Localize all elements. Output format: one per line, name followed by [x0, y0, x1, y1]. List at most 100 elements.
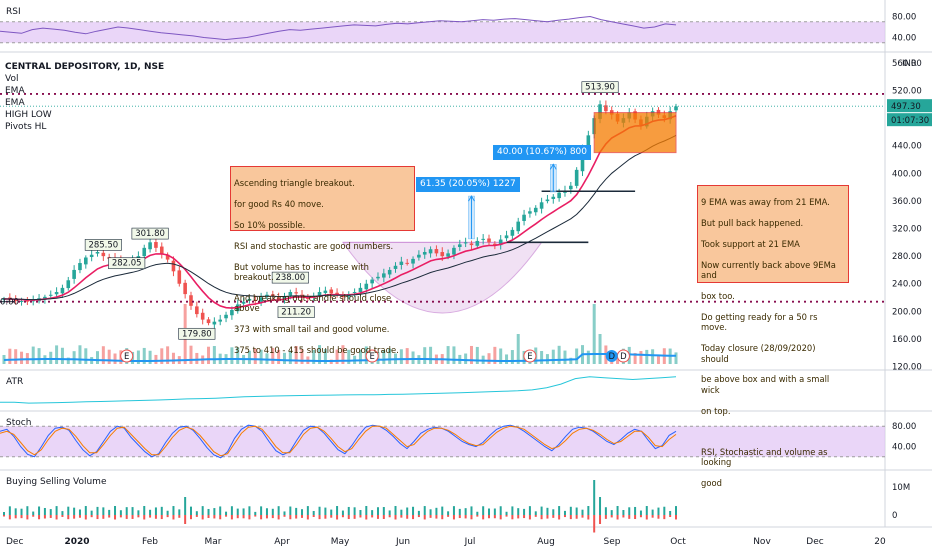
- buy-volume-bar: [412, 506, 415, 515]
- volume-bar: [60, 347, 64, 364]
- buy-volume-bar: [61, 511, 64, 515]
- sell-volume-bar: [441, 515, 444, 520]
- volume-bar: [656, 354, 660, 364]
- volume-bar: [230, 347, 234, 364]
- sell-volume-bar: [324, 515, 327, 519]
- sell-volume-bar: [166, 515, 169, 518]
- candle-body: [498, 239, 503, 246]
- volume-bar: [464, 353, 468, 364]
- buy-volume-bar: [552, 509, 555, 515]
- volume-bar: [335, 349, 339, 364]
- sell-volume-bar: [499, 515, 502, 520]
- annotation-line: box too.: [701, 291, 735, 302]
- sell-volume-bar: [511, 515, 514, 520]
- volume-bar: [487, 353, 491, 364]
- volume-bar: [212, 346, 216, 364]
- annotation-line: And breaking out candle should close abo…: [234, 292, 392, 314]
- sell-volume-bar: [563, 515, 566, 518]
- candle-body: [136, 256, 141, 259]
- last-price-label: 497.30: [891, 102, 921, 112]
- volume-bar: [236, 347, 240, 364]
- candle-body: [101, 252, 106, 257]
- volume-bar: [616, 354, 620, 364]
- candle-body: [195, 306, 199, 315]
- buy-volume-bar: [634, 506, 637, 515]
- bsv-title: Buying Selling Volume: [6, 477, 107, 487]
- buy-volume-bar: [265, 508, 268, 515]
- volume-bar: [540, 351, 544, 364]
- sell-volume-bar: [651, 515, 654, 518]
- buy-volume-bar: [90, 510, 93, 515]
- volume-bar: [84, 348, 88, 364]
- sell-volume-bar: [49, 515, 52, 518]
- buy-volume-bar: [511, 506, 514, 515]
- earnings-label: E: [369, 352, 374, 362]
- atr-title: ATR: [6, 377, 23, 387]
- buy-volume-bar: [429, 509, 432, 515]
- candle-body: [382, 273, 386, 278]
- volume-bar: [312, 350, 316, 364]
- volume-bar: [563, 350, 567, 364]
- volume-bar: [505, 354, 509, 364]
- sell-volume-bar: [429, 515, 432, 518]
- buy-volume-bar: [581, 509, 584, 515]
- buy-volume-bar: [336, 506, 339, 515]
- measure-label-2: 40.00 (10.67%) 800: [493, 145, 592, 160]
- candle-body: [25, 300, 30, 302]
- sell-volume-bar: [3, 515, 5, 517]
- sell-volume-bar: [189, 515, 192, 520]
- sell-volume-bar: [540, 515, 543, 520]
- sell-volume-bar: [73, 515, 76, 519]
- candle-body: [452, 247, 456, 255]
- earnings-label: E: [527, 352, 532, 362]
- volume-bar: [207, 346, 211, 364]
- candle-body: [457, 244, 462, 248]
- buy-volume-bar: [558, 506, 561, 515]
- candle-body: [370, 279, 374, 284]
- pivot-tag: [84, 239, 122, 251]
- earnings-marker: [523, 349, 537, 363]
- sell-volume-bar: [394, 515, 397, 520]
- buy-volume-bar: [499, 506, 502, 515]
- sell-volume-bar: [599, 515, 602, 524]
- volume-bar: [49, 351, 53, 364]
- sell-volume-bar: [38, 515, 41, 520]
- candle-body: [72, 269, 76, 279]
- buy-volume-bar: [289, 506, 292, 515]
- volume-bar: [510, 350, 514, 364]
- sell-volume-bar: [207, 515, 210, 519]
- candle-body: [335, 292, 339, 295]
- annotation-line: Today closure (28/09/2020) should: [701, 343, 816, 364]
- buy-volume-bar: [493, 508, 496, 515]
- sell-volume-bar: [382, 515, 385, 519]
- volume-bar: [411, 351, 415, 364]
- buy-volume-bar: [341, 510, 344, 515]
- volume-bar: [347, 349, 351, 364]
- x-axis: Dec 2020 Feb Mar Apr May Jun Jul Aug Sep Oct Nov Dec…: [6, 537, 886, 547]
- candle-body: [95, 251, 100, 254]
- sell-volume-bar: [558, 515, 561, 520]
- candle-body: [393, 265, 398, 269]
- annotation-triangle-breakout: Ascending triangle breakout. for good Rs…: [230, 166, 415, 355]
- buy-volume-bar: [114, 506, 117, 515]
- sell-volume-bar: [225, 515, 228, 517]
- candle-body: [604, 105, 608, 112]
- volume-bar: [288, 351, 292, 364]
- candle-body: [352, 292, 357, 294]
- pivot-label: 211.20: [281, 308, 311, 318]
- stoch-panel: Stoch 40.00 80.00: [0, 418, 916, 459]
- stoch-tick-label: 80.00: [892, 422, 916, 432]
- candle-body: [440, 252, 445, 257]
- sell-volume-bar: [219, 515, 222, 520]
- atr-panel: ATR: [0, 376, 677, 404]
- buy-volume-bar: [119, 510, 122, 515]
- buy-volume-bar: [20, 508, 23, 515]
- volume-bar: [318, 345, 322, 364]
- buy-volume-bar: [178, 509, 181, 515]
- sell-volume-bar: [634, 515, 637, 520]
- candle-body: [405, 262, 409, 264]
- candle-body: [411, 258, 415, 264]
- buy-volume-bar: [517, 508, 520, 515]
- buy-volume-bar: [458, 508, 461, 515]
- annotation-line: 9 EMA was away from 21 EMA.: [701, 197, 830, 208]
